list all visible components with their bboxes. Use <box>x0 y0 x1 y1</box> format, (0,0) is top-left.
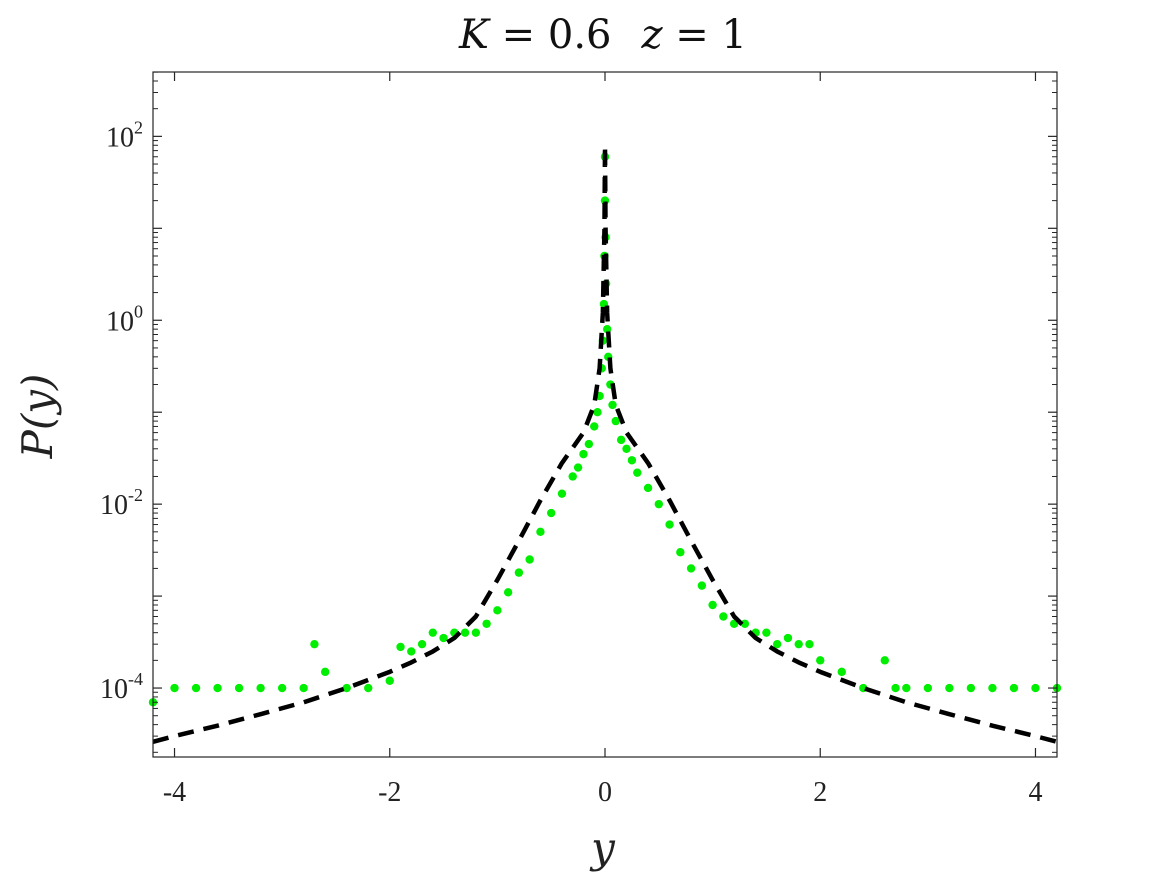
title-part-k: K <box>458 12 491 58</box>
scatter-point <box>805 639 814 649</box>
title-part-z-value: = 1 <box>663 12 747 58</box>
scatter-point <box>923 683 933 693</box>
ticks-layer: -4 -2 0 2 4 10-4 10-2 100 102 <box>100 71 1057 808</box>
x-tick-label: -4 <box>163 777 186 808</box>
scatter-point <box>256 683 265 693</box>
title-part-z: z <box>640 12 663 58</box>
title-part-k-value: = 0.6 <box>489 12 612 58</box>
scatter-point <box>988 683 997 693</box>
scatter-point <box>740 619 750 628</box>
plot-frame <box>152 71 1058 758</box>
x-tick-label: 4 <box>1028 777 1042 808</box>
scatter-point <box>573 463 583 472</box>
axes-layer <box>152 71 1058 758</box>
scatter-point <box>428 628 438 637</box>
x-tick-label: -2 <box>378 777 401 808</box>
scatter-point <box>719 612 728 621</box>
scatter-point <box>627 456 637 465</box>
x-tick-label: 0 <box>598 777 612 808</box>
scatter-point <box>633 468 642 477</box>
scatter-point <box>783 633 793 643</box>
y-tick-label: 10-4 <box>100 669 143 705</box>
y-axis-title: P(y) <box>13 374 62 460</box>
chart-title: K = 0.6 z = 1 <box>458 12 747 58</box>
scatter-point <box>471 628 481 637</box>
scatter-point <box>1031 683 1040 693</box>
scatter-point <box>385 676 394 685</box>
scatter-point <box>557 489 567 498</box>
scatter-point <box>602 324 612 334</box>
scatter-point <box>525 555 534 564</box>
y-tick-label: 102 <box>106 117 143 153</box>
scatter-point <box>762 628 771 637</box>
scatter-point <box>320 667 330 677</box>
scatter-point <box>622 444 631 453</box>
scatter-point <box>902 683 911 693</box>
scatter-point <box>590 422 599 431</box>
scatter-point <box>568 472 577 481</box>
scatter-point <box>191 683 201 693</box>
scatter-point <box>514 568 524 577</box>
scatter-point <box>697 581 707 590</box>
fit-curve <box>152 143 1058 745</box>
scatter-point <box>342 683 351 693</box>
scatter-point <box>396 642 405 652</box>
scatter-point <box>503 588 513 597</box>
scatter-point <box>310 639 319 649</box>
scatter-point <box>439 633 448 643</box>
y-tick-label: 100 <box>106 301 143 337</box>
scatter-point <box>616 435 626 445</box>
scatter-point <box>608 400 617 410</box>
scatter-point <box>654 499 664 509</box>
data-layer <box>148 143 1062 745</box>
scatter-point <box>299 683 308 693</box>
scatter-point <box>364 683 373 693</box>
scatter-point <box>234 683 244 693</box>
scatter-point <box>417 639 427 649</box>
scatter-point <box>966 683 976 693</box>
x-axis-title: y <box>589 823 616 872</box>
scatter-point <box>837 667 846 677</box>
x-tick-label: 2 <box>813 777 827 808</box>
scatter-point <box>708 600 717 610</box>
scatter-point <box>816 656 825 665</box>
scatter-point <box>493 606 502 615</box>
scatter-point <box>536 527 545 537</box>
scatter-point <box>277 683 287 693</box>
scatter-point <box>880 656 890 665</box>
scatter-point <box>665 520 674 529</box>
scatter-point <box>482 619 491 628</box>
scatter-point <box>546 508 556 518</box>
scatter-point <box>579 449 588 459</box>
scatter-point <box>460 628 470 637</box>
scatter-point <box>593 408 602 417</box>
scatter-point <box>945 683 954 693</box>
scatter-point <box>1009 683 1019 693</box>
scatter-point <box>584 439 594 449</box>
scatter-point <box>611 416 620 426</box>
scatter-point <box>643 483 653 493</box>
scatter-point <box>686 564 696 573</box>
y-tick-label: 10-2 <box>100 485 143 521</box>
scatter-point <box>407 647 416 656</box>
scatter-point <box>213 683 222 693</box>
scatter-point <box>891 683 900 693</box>
scatter-point <box>170 683 179 693</box>
scatter-point <box>676 548 685 557</box>
scatter-point <box>794 639 803 649</box>
scatter-point <box>772 639 782 649</box>
